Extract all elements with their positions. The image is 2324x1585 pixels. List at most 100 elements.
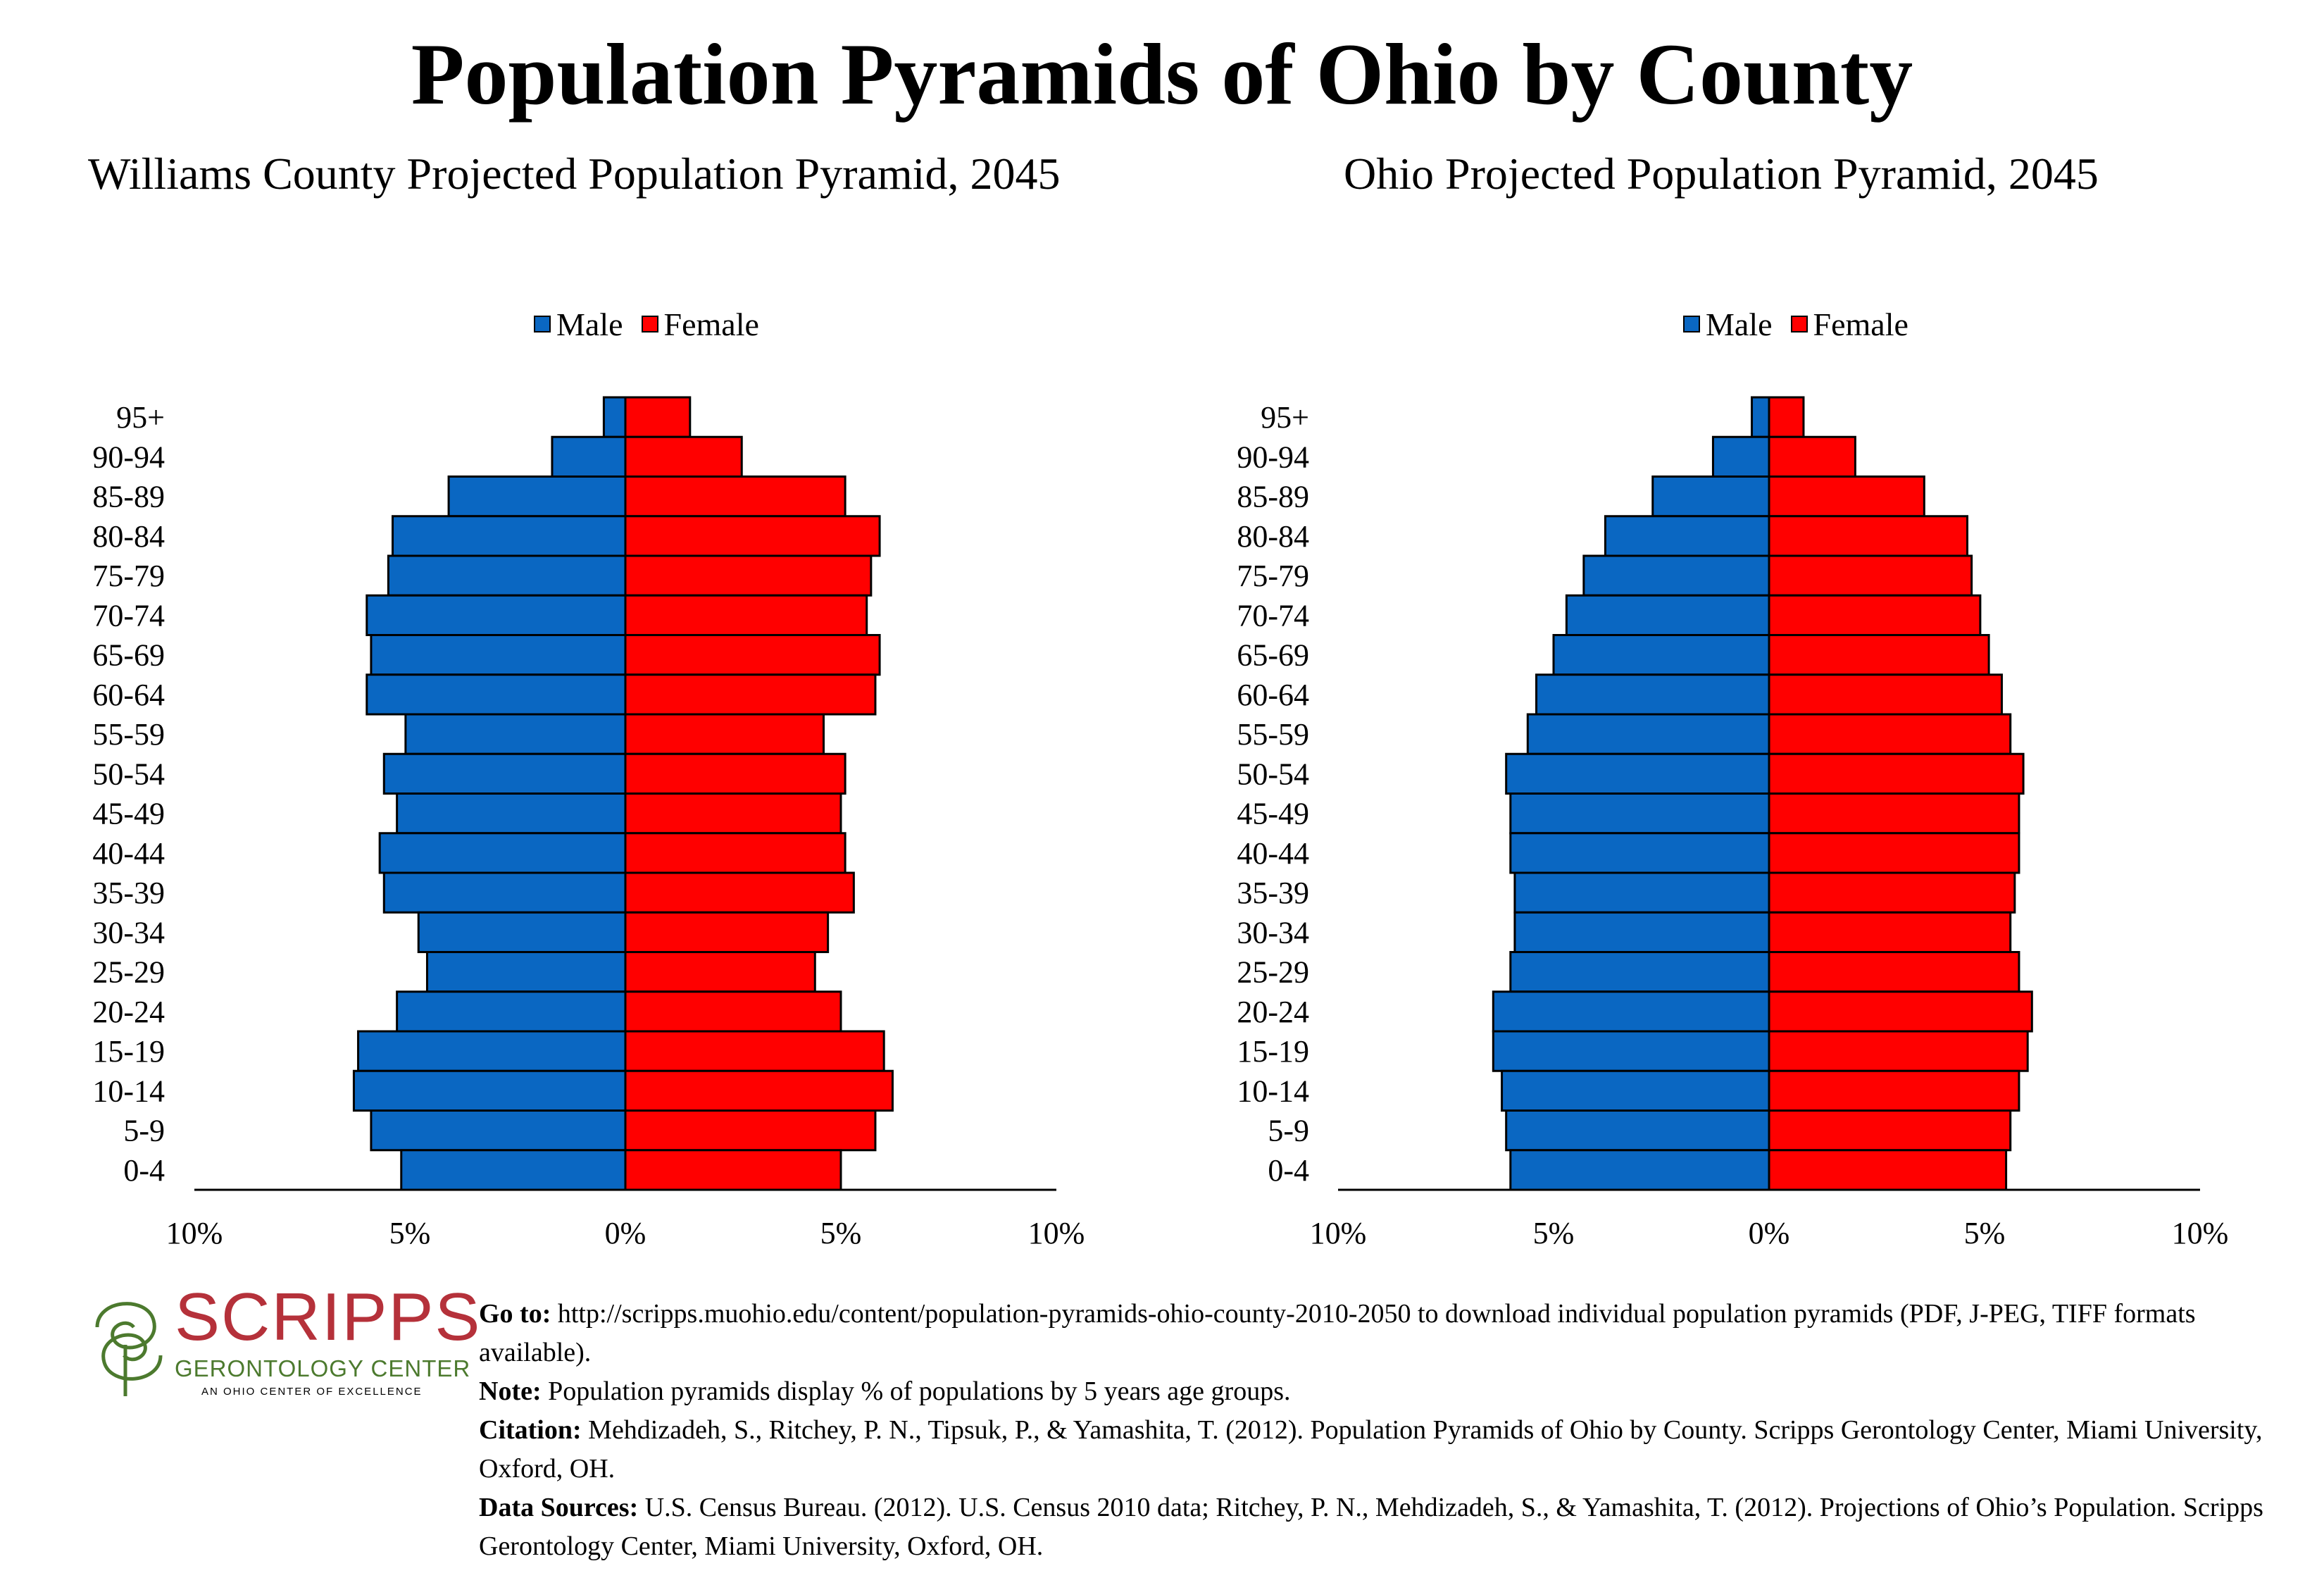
bar-male-40-44 xyxy=(1509,832,1770,874)
bar-male-35-39 xyxy=(382,871,627,914)
chart-title: Ohio Projected Population Pyramid, 2045 xyxy=(1344,149,2099,199)
bar-male-60-64 xyxy=(366,673,627,716)
bar-male-45-49 xyxy=(1509,792,1770,835)
age-label: 60-64 xyxy=(92,678,165,712)
age-label: 15-19 xyxy=(1237,1034,1309,1069)
bar-female-35-39 xyxy=(624,871,855,914)
bar-male-30-34 xyxy=(1513,911,1770,953)
age-label: 80-84 xyxy=(1237,519,1309,554)
bar-female-50-54 xyxy=(624,752,846,795)
bar-female-25-29 xyxy=(1768,951,2020,993)
logo-name: SCRIPPS xyxy=(175,1279,482,1355)
x-tick-label: 5% xyxy=(1964,1216,2006,1250)
x-tick-label: 5% xyxy=(1533,1216,1575,1250)
pyramid-plot: 95+ 90-94 85-89 80-84 75-79 70-74 65-69 60-64 55… xyxy=(92,396,1085,1250)
age-label: 45-49 xyxy=(92,797,165,831)
sources-label: Data Sources: xyxy=(479,1493,639,1522)
bar-female-75-79 xyxy=(624,554,873,597)
bar-male-40-44 xyxy=(378,832,627,874)
legend-male: Male xyxy=(534,306,623,343)
bar-male-55-59 xyxy=(1526,713,1770,755)
bar-male-75-79 xyxy=(1582,554,1770,597)
legend: Male Female xyxy=(534,303,777,345)
bar-male-5-9 xyxy=(1505,1110,1770,1152)
bar-female-75-79 xyxy=(1768,554,1973,597)
age-label: 70-74 xyxy=(92,598,165,633)
age-label: 95+ xyxy=(116,400,165,435)
age-label: 25-29 xyxy=(1237,955,1309,990)
age-label: 45-49 xyxy=(1237,797,1309,831)
bar-male-90-94 xyxy=(1711,435,1770,478)
age-label: 25-29 xyxy=(92,955,165,990)
age-label: 10-14 xyxy=(92,1074,165,1108)
bar-male-95+ xyxy=(602,396,627,438)
age-label: 55-59 xyxy=(1237,717,1309,752)
age-label: 60-64 xyxy=(1237,678,1309,712)
age-label: 10-14 xyxy=(1237,1074,1309,1108)
bar-female-50-54 xyxy=(1768,752,2025,795)
age-label: 70-74 xyxy=(1237,598,1309,633)
chart-title: Williams County Projected Population Pyr… xyxy=(88,149,1061,199)
bar-male-85-89 xyxy=(1651,476,1770,518)
scripps-logo: SCRIPPS GERONTOLOGY CENTER AN OHIO CENTE… xyxy=(83,1283,480,1403)
bar-female-20-24 xyxy=(624,990,842,1033)
bar-female-10-14 xyxy=(624,1069,894,1112)
bar-female-20-24 xyxy=(1768,990,2033,1033)
age-label: 80-84 xyxy=(92,519,165,554)
bar-female-65-69 xyxy=(1768,634,1990,676)
age-label: 30-34 xyxy=(92,915,165,950)
bar-male-70-74 xyxy=(1565,594,1770,636)
bar-male-80-84 xyxy=(392,515,627,557)
bar-male-80-84 xyxy=(1604,515,1770,557)
bar-male-75-79 xyxy=(387,554,627,597)
age-label: 40-44 xyxy=(1237,836,1309,871)
bar-male-25-29 xyxy=(1509,951,1770,993)
bar-male-65-69 xyxy=(1552,634,1770,676)
age-label: 75-79 xyxy=(1237,559,1309,593)
bar-female-10-14 xyxy=(1768,1069,2020,1112)
x-tick-label: 10% xyxy=(1310,1216,1367,1250)
age-label: 50-54 xyxy=(92,757,165,791)
x-tick-label: 5% xyxy=(389,1216,431,1250)
age-label: 35-39 xyxy=(92,876,165,910)
bar-female-65-69 xyxy=(624,634,881,676)
logo-subtitle: GERONTOLOGY CENTER xyxy=(175,1355,471,1381)
bar-female-15-19 xyxy=(624,1030,885,1072)
age-label: 35-39 xyxy=(1237,876,1309,910)
bar-male-65-69 xyxy=(370,634,627,676)
footer-notes: Go to: http://scripps.muohio.edu/content… xyxy=(479,1295,2310,1566)
age-label: 65-69 xyxy=(1237,638,1309,673)
bar-female-25-29 xyxy=(624,951,816,993)
bar-male-10-14 xyxy=(352,1069,627,1112)
bar-male-0-4 xyxy=(400,1149,627,1191)
bar-female-5-9 xyxy=(624,1110,877,1152)
age-label: 95+ xyxy=(1261,400,1309,435)
x-tick-label: 0% xyxy=(1749,1216,1790,1250)
x-tick-label: 10% xyxy=(1028,1216,1085,1250)
age-label: 0-4 xyxy=(123,1153,165,1188)
note-text: Population pyramids display % of populat… xyxy=(548,1376,1291,1406)
citation-text: Mehdizadeh, S., Ritchey, P. N., Tipsuk, … xyxy=(479,1415,2263,1484)
age-label: 5-9 xyxy=(123,1114,165,1148)
bar-male-0-4 xyxy=(1509,1149,1770,1191)
age-label: 20-24 xyxy=(92,995,165,1029)
citation-label: Citation: xyxy=(479,1415,582,1445)
age-label: 90-94 xyxy=(1237,440,1309,474)
bar-male-5-9 xyxy=(370,1110,627,1152)
bar-male-25-29 xyxy=(425,951,627,993)
citation-line: Citation: Mehdizadeh, S., Ritchey, P. N.… xyxy=(479,1411,2310,1488)
bar-female-95+ xyxy=(1768,396,1805,438)
bar-female-5-9 xyxy=(1768,1110,2012,1152)
bar-female-80-84 xyxy=(1768,515,1969,557)
note-line: Note: Population pyramids display % of p… xyxy=(479,1372,2310,1411)
bar-female-0-4 xyxy=(624,1149,842,1191)
goto-label: Go to: xyxy=(479,1299,551,1329)
bar-female-35-39 xyxy=(1768,871,2016,914)
pyramid-plot: 95+ 90-94 85-89 80-84 75-79 70-74 65-69 60-64 55… xyxy=(1237,396,2228,1250)
bar-male-60-64 xyxy=(1535,673,1770,716)
age-label: 40-44 xyxy=(92,836,165,871)
bar-female-85-89 xyxy=(624,476,846,518)
legend-male-swatch xyxy=(1683,316,1700,332)
age-label: 5-9 xyxy=(1268,1114,1309,1148)
bar-male-50-54 xyxy=(382,752,627,795)
